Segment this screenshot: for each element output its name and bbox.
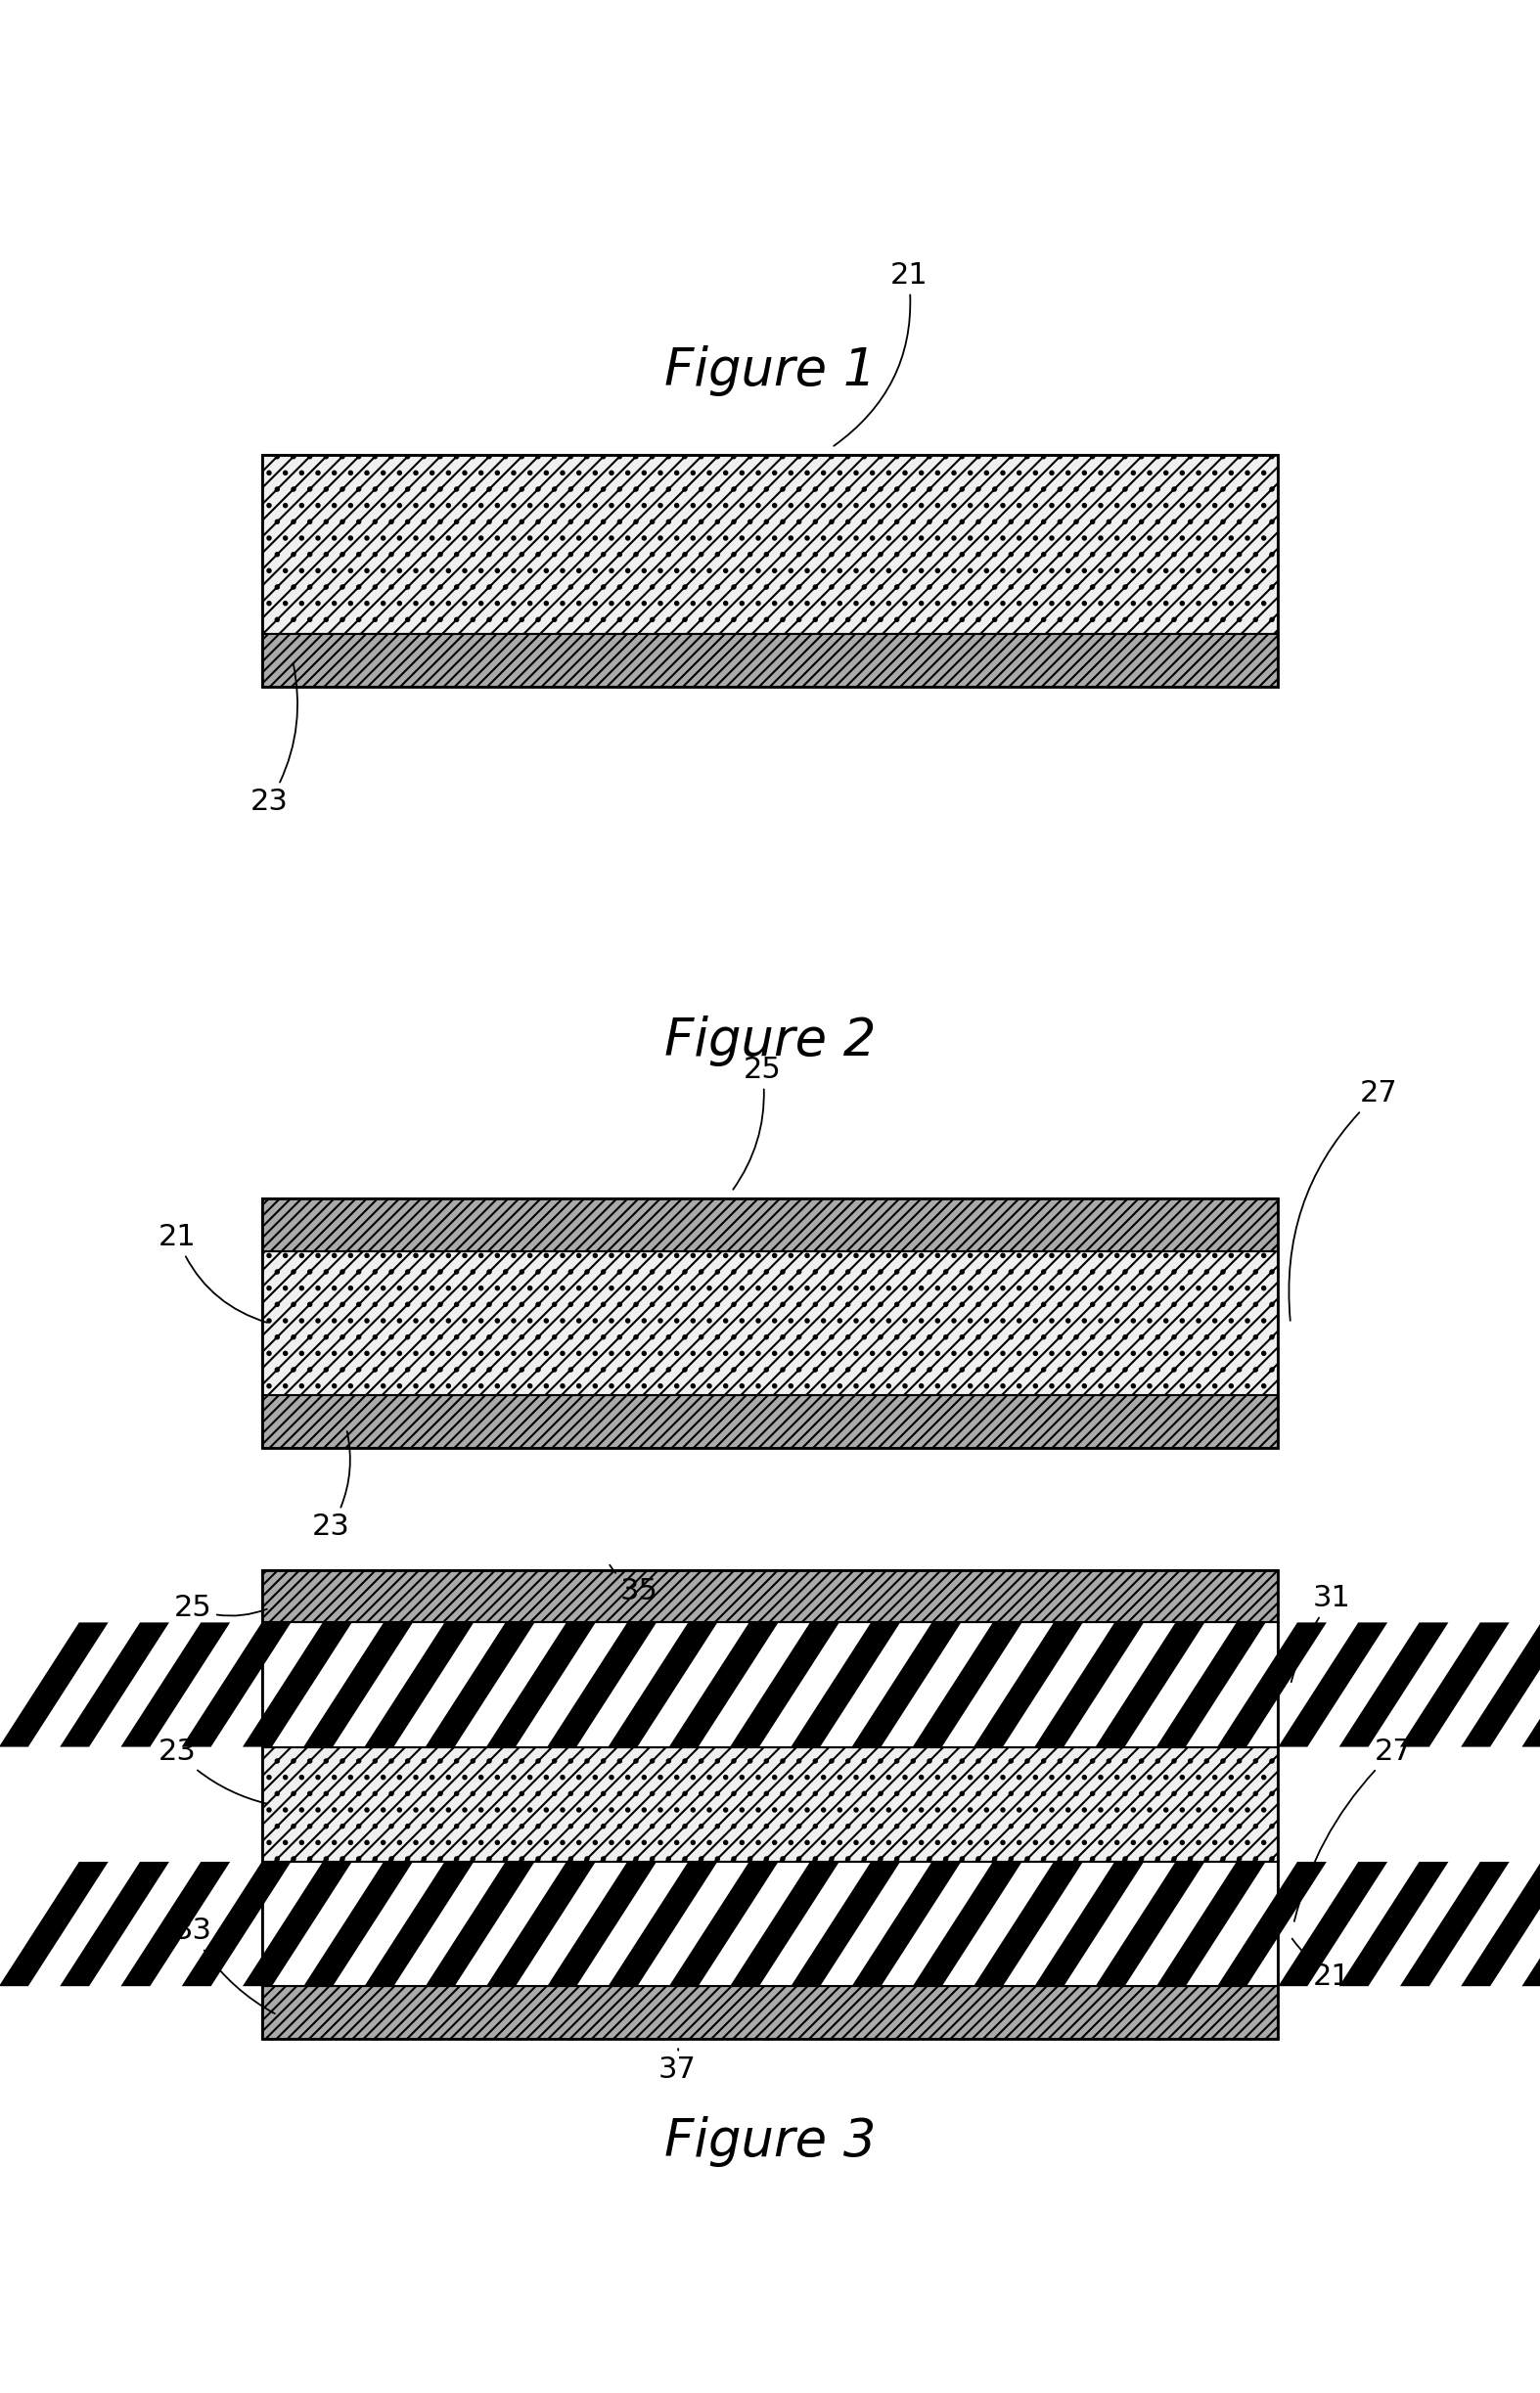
Polygon shape <box>973 1862 1083 1986</box>
Bar <box>262 1395 1278 1448</box>
Bar <box>262 634 1278 687</box>
Text: 21: 21 <box>159 1223 266 1323</box>
Polygon shape <box>792 1622 901 1747</box>
Polygon shape <box>547 1622 656 1747</box>
Polygon shape <box>913 1862 1023 1986</box>
Polygon shape <box>487 1622 596 1747</box>
Polygon shape <box>730 1622 839 1747</box>
Text: 27: 27 <box>1294 1737 1412 1922</box>
Bar <box>262 1862 1278 1986</box>
Polygon shape <box>1157 1622 1266 1747</box>
Text: 31: 31 <box>1291 1584 1351 1682</box>
Bar <box>262 1986 1278 2039</box>
Text: 21: 21 <box>833 261 927 445</box>
Polygon shape <box>243 1622 353 1747</box>
Bar <box>262 1570 1278 1622</box>
Polygon shape <box>1095 1622 1204 1747</box>
Polygon shape <box>668 1622 778 1747</box>
Bar <box>262 1622 1278 1747</box>
Polygon shape <box>1400 1622 1509 1747</box>
Bar <box>262 1622 1278 1747</box>
Text: Figure 1: Figure 1 <box>664 345 876 397</box>
Polygon shape <box>1035 1622 1144 1747</box>
Polygon shape <box>365 1862 474 1986</box>
Polygon shape <box>1400 1862 1509 1986</box>
Polygon shape <box>1278 1862 1388 1986</box>
Polygon shape <box>1340 1622 1449 1747</box>
Polygon shape <box>852 1622 961 1747</box>
Text: 33: 33 <box>174 1917 274 2013</box>
Polygon shape <box>60 1862 169 1986</box>
Polygon shape <box>608 1862 718 1986</box>
Bar <box>262 1199 1278 1448</box>
Text: 25: 25 <box>733 1055 781 1189</box>
Bar <box>262 1747 1278 1862</box>
Bar <box>262 1199 1278 1252</box>
Text: 27: 27 <box>1289 1079 1397 1321</box>
Polygon shape <box>852 1862 961 1986</box>
Polygon shape <box>120 1622 229 1747</box>
Text: 25: 25 <box>174 1594 266 1622</box>
Text: 37: 37 <box>659 2048 696 2084</box>
Text: 23: 23 <box>159 1737 266 1804</box>
Polygon shape <box>1522 1622 1540 1747</box>
Polygon shape <box>792 1862 901 1986</box>
Polygon shape <box>120 1862 229 1986</box>
Text: Figure 3: Figure 3 <box>664 2115 876 2168</box>
Polygon shape <box>182 1622 291 1747</box>
Polygon shape <box>182 1862 291 1986</box>
Polygon shape <box>60 1622 169 1747</box>
Polygon shape <box>913 1622 1023 1747</box>
Polygon shape <box>425 1622 534 1747</box>
Polygon shape <box>668 1862 778 1986</box>
Polygon shape <box>0 1862 108 1986</box>
Polygon shape <box>1157 1862 1266 1986</box>
Polygon shape <box>0 1622 108 1747</box>
Polygon shape <box>1278 1622 1388 1747</box>
Polygon shape <box>303 1862 413 1986</box>
Polygon shape <box>243 1862 353 1986</box>
Polygon shape <box>1095 1862 1204 1986</box>
Polygon shape <box>1340 1862 1449 1986</box>
Polygon shape <box>973 1622 1083 1747</box>
Polygon shape <box>425 1862 534 1986</box>
Text: 23: 23 <box>251 663 297 816</box>
Bar <box>262 1252 1278 1395</box>
Polygon shape <box>1461 1862 1540 1986</box>
Text: 21: 21 <box>1292 1938 1351 1991</box>
Polygon shape <box>303 1622 413 1747</box>
Polygon shape <box>1217 1862 1326 1986</box>
Polygon shape <box>487 1862 596 1986</box>
Polygon shape <box>608 1622 718 1747</box>
Polygon shape <box>547 1862 656 1986</box>
Text: 35: 35 <box>610 1565 658 1606</box>
Text: Figure 2: Figure 2 <box>664 1015 876 1067</box>
Polygon shape <box>730 1862 839 1986</box>
Bar <box>262 455 1278 634</box>
Bar <box>262 1862 1278 1986</box>
Bar <box>262 455 1278 687</box>
Polygon shape <box>1035 1862 1144 1986</box>
Text: 23: 23 <box>313 1431 350 1541</box>
Polygon shape <box>1217 1622 1326 1747</box>
Bar <box>262 1570 1278 2039</box>
Polygon shape <box>365 1622 474 1747</box>
Polygon shape <box>1522 1862 1540 1986</box>
Polygon shape <box>1461 1622 1540 1747</box>
